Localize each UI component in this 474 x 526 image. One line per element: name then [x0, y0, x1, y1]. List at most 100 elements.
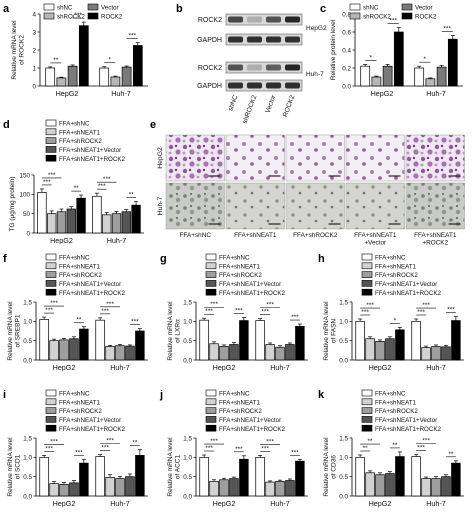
y-label-line-a: of ROCK2: [19, 35, 26, 65]
bar-d-1-3: [121, 211, 131, 234]
x-tick-label-d-0: HepG2: [50, 236, 73, 245]
bar-h-1-1: [421, 347, 431, 361]
x-tick-label-h-0: HepG2: [369, 363, 392, 372]
bar-f-1-3: [125, 345, 135, 361]
sig-label-h-3: ***: [417, 309, 425, 316]
sig-label-g-1: ***: [210, 301, 218, 308]
bar-k-0-2: [375, 474, 385, 497]
y-label-line-g: Relative mRNA level: [167, 301, 174, 361]
legend-swatch-k-1: [361, 398, 373, 406]
sig-label-f-4: ***: [106, 301, 114, 308]
bar-k-0-3: [385, 473, 395, 497]
bar-g-1-3: [285, 344, 295, 361]
y-tick-label-a-0: 0: [32, 83, 36, 90]
legend-swatch-h-3: [361, 280, 373, 287]
legend-label-a-0: shNC: [57, 5, 73, 12]
legend-label-c-3: ROCK2: [415, 14, 437, 21]
blot-row-label-0: ROCK2: [198, 17, 222, 24]
y-tick-label-a-4: 4: [32, 11, 36, 18]
legend-swatch-j-1: [205, 398, 217, 406]
legend-swatch-f-1: [45, 262, 57, 270]
legend-swatch-f-4: [45, 288, 57, 296]
legend-label-d-2: FFA+shROCK2: [59, 138, 102, 145]
bar-k-0-4: [395, 456, 405, 497]
panel-label-e: e: [150, 119, 156, 131]
sig-label-a-2: *: [109, 57, 112, 64]
y-tick-label-i-3: 1.5: [23, 435, 32, 442]
micrograph-grid: HepG2 Huh-7 FFA+shNC FFA+shNEAT1 FFA+shROCK2…: [157, 134, 465, 247]
sig-label-k-0: **: [363, 445, 369, 452]
bar-j-0-4: [239, 458, 249, 497]
x-tick-label-k-1: Huh-7: [426, 499, 446, 508]
legend-swatch-c-2: [401, 3, 413, 11]
bar-h-0-0: [355, 320, 365, 361]
bar-i-0-1: [49, 483, 59, 497]
legend-swatch-d-1: [45, 128, 57, 136]
micrograph-0-1: [225, 134, 285, 182]
y-label-text-h: Relative mRNA levelof FASN: [323, 301, 338, 361]
bar-a-0-2: [67, 65, 78, 87]
legend-swatch-k-3: [361, 416, 373, 423]
y-tick-label-f-1: 0.5: [23, 338, 32, 345]
micrograph-1-0: [165, 182, 225, 230]
legend-label-k-1: FFA+shNEAT1: [375, 399, 417, 406]
x-tick-label-i-0: HepG2: [53, 499, 76, 508]
legend-label-j-4: FFA+shNEAT1+ROCK2: [219, 426, 285, 433]
micrograph-1-4: [405, 182, 465, 230]
bar-g-1-4: [295, 326, 305, 361]
legend-label-h-0: FFA+shNC: [375, 255, 406, 262]
bar-i-1-0: [95, 456, 105, 497]
y-tick-label-d-3: 150: [19, 172, 30, 179]
sig-label-g-0: ***: [205, 308, 213, 315]
sig-label-i-1: ***: [50, 438, 58, 445]
legend-swatch-d-3: [45, 146, 57, 153]
legend-swatch-a-2: [87, 3, 99, 11]
y-tick-label-k-3: 1.5: [339, 435, 348, 442]
legend-swatch-i-3: [45, 416, 57, 423]
x-tick-label-k-0: HepG2: [369, 499, 392, 508]
bar-f-0-4: [79, 328, 89, 361]
legend-label-g-0: FFA+shNC: [219, 255, 250, 262]
y-label-line-g: of LXRα: [175, 319, 182, 343]
y-tick-label-c-0: 0.0: [342, 83, 351, 90]
legend-label-g-3: FFA+shNEAT1+Vector: [219, 281, 281, 288]
legend-label-j-0: FFA+shNC: [219, 391, 250, 398]
blot-band-3-1: [247, 82, 262, 89]
sig-label-d-2: **: [74, 185, 80, 192]
legend-label-h-3: FFA+shNEAT1+Vector: [375, 281, 437, 288]
micrograph-1-2: [285, 182, 345, 230]
sig-label-g-4: ***: [266, 302, 274, 309]
y-label-line-h: of FASN: [331, 319, 338, 344]
bar-h-0-4: [395, 329, 405, 361]
legend-label-k-3: FFA+shNEAT1+Vector: [375, 417, 437, 424]
micro-caption-4-line: FFA+shNEAT1: [414, 232, 457, 239]
legend-label-c-0: shNC: [363, 5, 379, 12]
sig-label-d-4: ***: [103, 176, 111, 183]
bar-a-0-0: [45, 67, 56, 87]
bar-f-0-2: [59, 339, 69, 361]
panel-label-k: k: [318, 389, 325, 401]
bar-i-0-2: [59, 484, 69, 497]
bar-d-1-1: [102, 214, 112, 234]
sig-label-h-1: ***: [366, 302, 374, 309]
legend-label-f-2: FFA+shROCK2: [59, 272, 102, 279]
y-tick-label-h-0: 0.0: [339, 357, 348, 364]
legend-label-i-2: FFA+shROCK2: [59, 408, 102, 415]
bar-a-1-1: [110, 76, 121, 87]
legend-swatch-k-4: [361, 424, 373, 432]
bar-g-0-2: [219, 346, 229, 361]
sig-label-j-1: ***: [210, 438, 218, 445]
blot-lane-label-group-3: ROCK2: [282, 94, 296, 118]
legend-label-d-1: FFA+shNEAT1: [59, 129, 101, 136]
bar-d-0-1: [47, 213, 57, 234]
sig-label-h-2: *: [394, 318, 397, 325]
sig-label-k-1: **: [368, 438, 374, 445]
bar-c-1-2: [436, 66, 447, 87]
bar-i-1-1: [105, 477, 115, 497]
sig-label-i-3: ***: [101, 445, 109, 452]
y-label-k: Relative mRNA levelof CD36: [323, 437, 338, 497]
